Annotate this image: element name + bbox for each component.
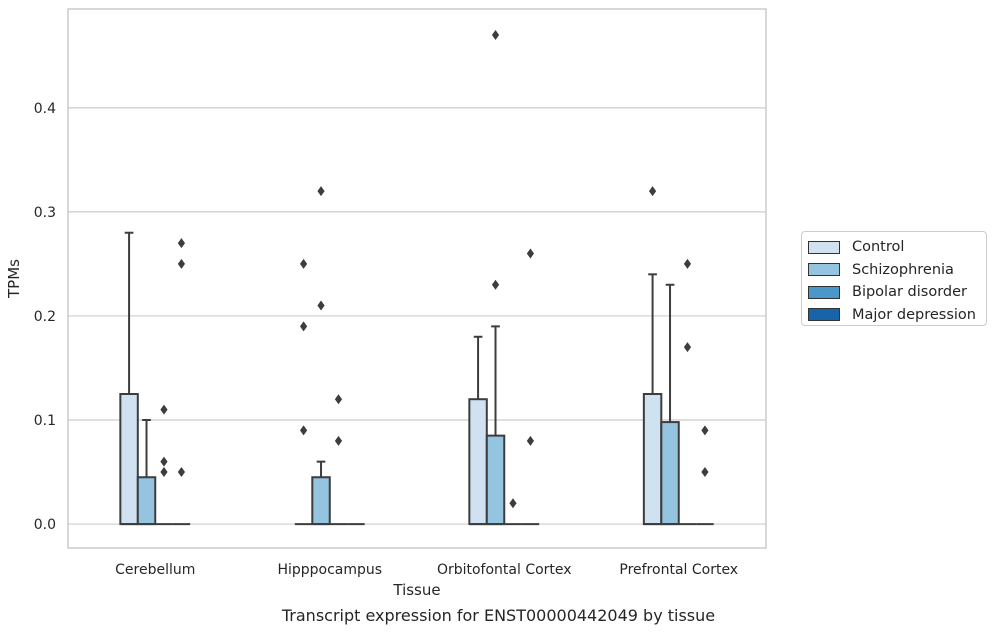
x-tick-label: Orbitofontal Cortex [437,562,572,578]
box-rect [485,434,506,526]
outlier-point [177,258,186,269]
box-schizophrenia [136,419,157,526]
outlier-point [491,279,500,290]
outlier-point [317,186,325,197]
legend-label: Control [852,239,905,256]
outlier-point [491,30,500,41]
legend-label: Major depression [852,306,976,323]
outlier-point [648,186,657,197]
box-rect [468,398,488,526]
x-tick-label: Hipppocampus [277,562,382,578]
x-axis-label: Tissue [392,581,440,599]
y-tick-label: 0.1 [34,413,56,429]
box-rect [642,393,663,526]
legend-item: Major depression [808,304,986,327]
box-bipolar-disorder [504,498,522,526]
outlier-point [701,467,709,478]
plot-area-frame [67,8,767,549]
box-control [119,231,139,526]
legend-swatch [808,285,840,299]
box-rect [136,476,157,526]
box-bipolar-disorder [329,394,348,526]
outlier-point [177,467,186,478]
legend-item: Bipolar disorder [808,281,986,304]
tick-labels: 0.0 0.1 0.2 0.3 0.4 Cerebellum Hipppocampus Orb… [34,101,738,578]
box-major-depression [521,248,540,526]
outlier-point [177,238,186,249]
legend-label: Schizophrenia [852,261,954,278]
outlier-point [526,248,535,259]
outlier-point [160,467,168,478]
y-tick-label: 0.3 [34,205,56,221]
legend-item: Control [808,236,986,259]
outlier-point [160,404,168,415]
box-schizophrenia [485,30,506,526]
box-rect [660,421,680,526]
outlier-point [299,321,308,332]
outlier-point [683,342,692,353]
x-tick-label: Prefrontal Cortex [619,562,738,578]
box-control [294,258,313,526]
y-tick-label: 0.4 [34,101,56,117]
outlier-point [299,425,308,436]
outlier-point [160,456,168,467]
box-major-depression [172,238,191,526]
outlier-point [509,498,517,509]
box-rect [311,476,331,526]
legend-item: Schizophrenia [808,259,986,282]
box-rect [119,393,139,526]
y-axis-label: TPMs [5,259,23,299]
boxes [119,30,714,526]
outlier-point [334,435,343,446]
outlier-point [683,258,692,269]
legend-label: Bipolar disorder [852,284,967,301]
legend-swatch [808,240,840,254]
legend-swatch [808,308,840,322]
box-control [468,335,488,526]
outlier-point [317,300,325,311]
box-bipolar-disorder [678,258,697,526]
outlier-point [701,425,709,436]
y-tick-label: 0.2 [34,309,56,325]
outlier-point [526,435,535,446]
box-schizophrenia [660,283,680,526]
outlier-point [334,394,343,405]
outlier-point [299,258,308,269]
legend-swatch [808,263,840,277]
box-major-depression [696,425,714,526]
y-tick-label: 0.0 [34,517,56,533]
box-bipolar-disorder [155,404,173,526]
legend: Control Schizophrenia Bipolar disorder Majo… [801,231,987,326]
box-schizophrenia [311,186,331,526]
chart-caption: Transcript expression for ENST0000044204… [281,606,716,625]
box-control [642,186,663,526]
x-tick-label: Cerebellum [115,562,195,578]
